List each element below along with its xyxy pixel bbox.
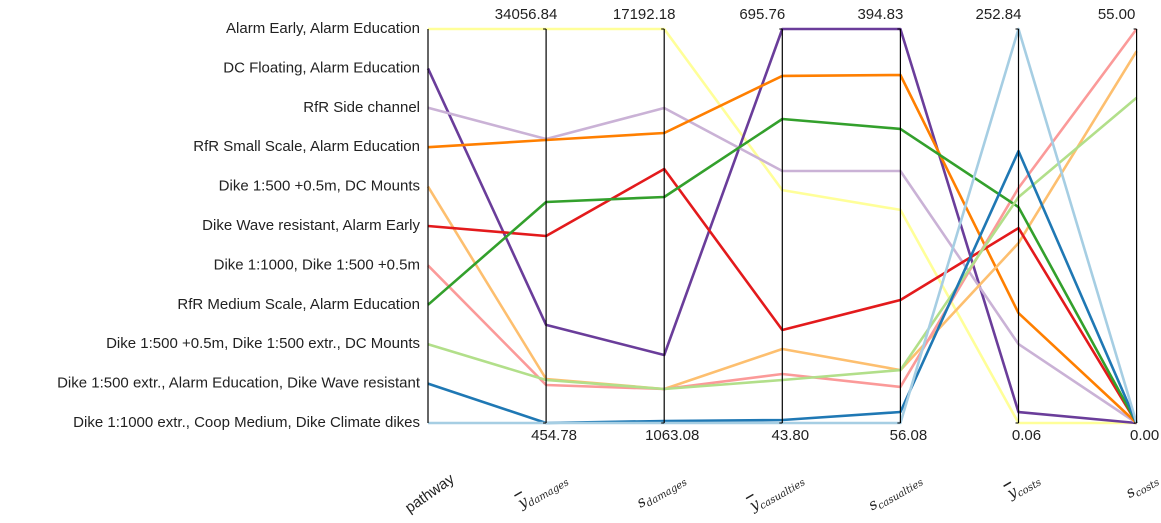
axis-title: ycosts: [1003, 469, 1043, 504]
category-label: RfR Side channel: [303, 99, 420, 116]
axis-title: scasualties: [865, 469, 925, 515]
category-label: Dike 1:500 +0.5m, DC Mounts: [219, 178, 420, 195]
category-label: Dike 1:1000, Dike 1:500 +0.5m: [214, 256, 420, 273]
tick-label: 454.78: [531, 427, 577, 444]
axis-title: scosts: [1122, 469, 1161, 503]
tick-label: 56.08: [890, 427, 928, 444]
axis-title: ydamages: [514, 469, 571, 513]
axis-subscript: costs: [1133, 477, 1161, 499]
axis-subscript: damages: [644, 477, 689, 509]
tick-label: 0.06: [1012, 427, 1041, 444]
axis-title: pathway: [402, 470, 458, 516]
category-label: Dike Wave resistant, Alarm Early: [202, 217, 420, 234]
tick-label: 0.00: [1130, 427, 1159, 444]
axis-subscript: casualties: [758, 477, 807, 512]
axis-title: sdamages: [633, 469, 689, 512]
tick-label: 34056.84: [495, 6, 558, 23]
tick-label: 43.80: [772, 427, 810, 444]
category-label: RfR Small Scale, Alarm Education: [193, 138, 420, 155]
category-label: Alarm Early, Alarm Education: [226, 20, 420, 37]
category-label: RfR Medium Scale, Alarm Education: [177, 296, 420, 313]
axis-subscript: costs: [1015, 477, 1043, 499]
category-label: Dike 1:500 +0.5m, Dike 1:500 extr., DC M…: [106, 335, 420, 352]
tick-label: 695.76: [739, 6, 785, 23]
category-label: DC Floating, Alarm Education: [223, 59, 420, 76]
tick-label: 17192.18: [613, 6, 676, 23]
axis-title: ycasualties: [745, 469, 807, 516]
tick-label: 55.00: [1098, 6, 1136, 23]
tick-label: 1063.08: [645, 427, 699, 444]
axes: Alarm Early, Alarm Education DC Floating,…: [57, 6, 1161, 517]
category-label: Dike 1:500 extr., Alarm Education, Dike …: [57, 375, 421, 392]
axis-subscript: damages: [526, 477, 571, 509]
category-label: Dike 1:1000 extr., Coop Medium, Dike Cli…: [73, 414, 420, 431]
tick-label: 252.84: [976, 6, 1022, 23]
tick-label: 394.83: [857, 6, 903, 23]
axis-subscript: casualties: [876, 477, 925, 512]
